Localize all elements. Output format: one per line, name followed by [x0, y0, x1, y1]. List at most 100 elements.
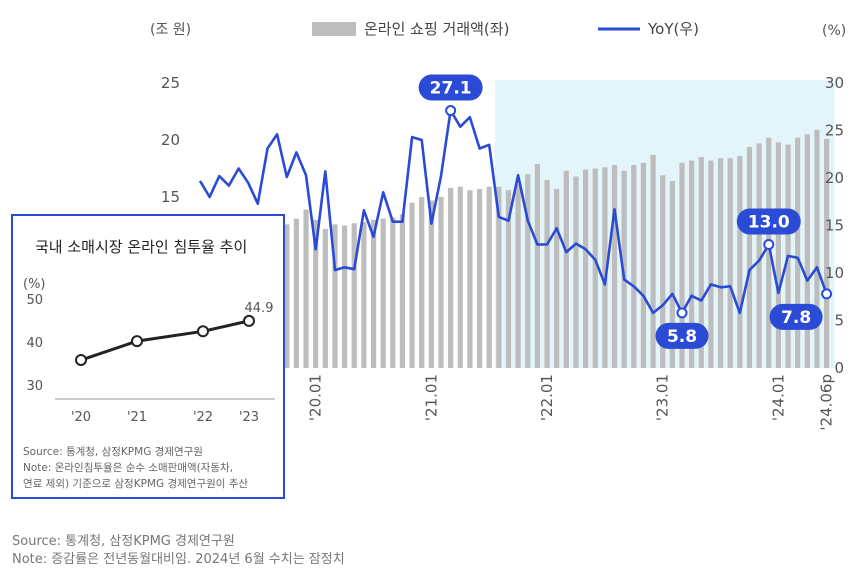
- x-tick-label: '21.01: [422, 374, 440, 421]
- left-tick-label: 15: [161, 188, 180, 206]
- footer-note: Note: 증감률은 전년동월대비임. 2024년 6월 수치는 잠정치: [12, 552, 345, 567]
- right-tick-label: 10: [825, 264, 844, 282]
- yoy-line-series: [198, 109, 828, 315]
- bar: [380, 218, 386, 368]
- inset-point: [75, 354, 87, 367]
- bar: [583, 169, 589, 368]
- inset-unit: (%): [23, 277, 46, 292]
- footer-source: Source: 통계청, 삼정KPMG 경제연구원: [12, 534, 235, 549]
- right-axis-ticks: 0 5 10 15 20 25 30: [825, 74, 844, 377]
- callout-pill: [655, 322, 709, 349]
- inset-y-tick-label: 40: [26, 336, 43, 351]
- right-tick-label: 20: [825, 169, 844, 187]
- bar: [669, 181, 675, 368]
- bar: [795, 137, 801, 368]
- callout-label: 27.1: [430, 79, 472, 99]
- right-tick-label: 30: [825, 74, 844, 92]
- bar: [698, 157, 704, 368]
- bar: [631, 165, 637, 368]
- legend-bar-label: 온라인 쇼핑 거래액(좌): [364, 20, 509, 38]
- bar: [804, 134, 810, 368]
- bar: [650, 154, 656, 368]
- callout-label: 7.8: [781, 308, 811, 328]
- x-tick-label: '22.01: [538, 374, 556, 421]
- inset-x-tick-label: '20: [71, 410, 91, 425]
- bar: [563, 170, 569, 368]
- x-tick-label: '20.01: [307, 374, 325, 421]
- bar: [332, 224, 338, 368]
- bar: [467, 190, 473, 368]
- callout-marker: [821, 288, 833, 300]
- bar: [515, 184, 521, 368]
- bar: [476, 189, 483, 368]
- bar: [717, 158, 724, 368]
- inset-x-tick-label: '22: [193, 410, 213, 425]
- bar: [679, 162, 685, 368]
- bar: [708, 160, 714, 368]
- legend-line-label: YoY(우): [647, 20, 699, 38]
- inset-panel: (%) 30 40 50 '20 '21 '22 '23 44.9 국내 소매시장 온라인…: [11, 214, 285, 499]
- bar: [486, 186, 492, 368]
- bar: [814, 129, 820, 368]
- callout-labels: 27.1 5.8 13.0 7.8: [418, 74, 833, 349]
- bar: [621, 170, 627, 368]
- right-tick-label: 0: [834, 359, 844, 377]
- bar: [438, 197, 444, 368]
- bar: [611, 165, 618, 368]
- left-axis-unit: (조 원): [150, 22, 191, 38]
- legend-bar-swatch: [312, 22, 356, 36]
- yoy-line: [198, 109, 828, 315]
- bar: [370, 219, 377, 368]
- bar: [775, 142, 781, 368]
- bar: [428, 200, 434, 368]
- inset-y-tick-label: 30: [26, 379, 43, 394]
- callout-pill: [769, 303, 823, 330]
- bar: [640, 162, 647, 368]
- inset-last-value: 44.9: [245, 301, 274, 316]
- callout-pill: [736, 208, 801, 235]
- inset-x-tick-label: '21: [127, 410, 147, 425]
- bar: [313, 219, 319, 368]
- x-tick-label: '23.01: [654, 374, 672, 421]
- right-axis-unit: (%): [822, 23, 846, 39]
- callout-marker: [445, 105, 457, 117]
- inset-source: Source: 통계청, 삼정KPMG 경제연구원: [23, 446, 203, 458]
- bar: [660, 175, 666, 368]
- bar: [505, 190, 512, 368]
- bar: [399, 214, 406, 368]
- bar: [525, 174, 531, 368]
- right-tick-label: 25: [825, 122, 844, 140]
- bar: [496, 186, 502, 368]
- bar: [303, 209, 309, 368]
- bar: [727, 158, 733, 368]
- bar: [766, 137, 772, 368]
- inset-note-line-2: 연료 제외) 기준으로 삼정KPMG 경제연구원이 추산: [23, 478, 249, 490]
- bar: [351, 223, 357, 368]
- callout-label: 13.0: [748, 213, 790, 233]
- bar: [737, 155, 743, 368]
- bar: [342, 225, 348, 368]
- bar: [746, 146, 753, 368]
- bar: [361, 222, 367, 368]
- callout-marker: [763, 239, 775, 250]
- bar: [390, 217, 396, 368]
- inset-x-tick-label: '23: [239, 410, 259, 425]
- callout-marker: [676, 307, 688, 319]
- inset-line-series: [55, 314, 275, 400]
- bar: [534, 163, 540, 368]
- inset-note-line-1: Note: 온라인침투율은 순수 소매판매액(자동차,: [23, 462, 234, 474]
- inset-chart: (%) 30 40 50 '20 '21 '22 '23 44.9: [23, 277, 275, 425]
- x-axis-ticks: '19.01'20.01'21.01'22.01'23.01'24.01'24.…: [191, 374, 836, 431]
- left-tick-label: 20: [161, 131, 180, 149]
- x-tick-label: '24.01: [769, 374, 787, 421]
- bar: [824, 138, 830, 368]
- bar: [448, 187, 454, 368]
- inset-point: [197, 325, 209, 338]
- inset-y-ticks: 30 40 50: [26, 293, 43, 394]
- left-tick-label: 25: [161, 74, 180, 92]
- bar: [322, 228, 328, 368]
- callout-label: 5.8: [667, 327, 697, 347]
- bar: [689, 160, 695, 368]
- bar: [409, 202, 415, 368]
- bar: [554, 189, 560, 368]
